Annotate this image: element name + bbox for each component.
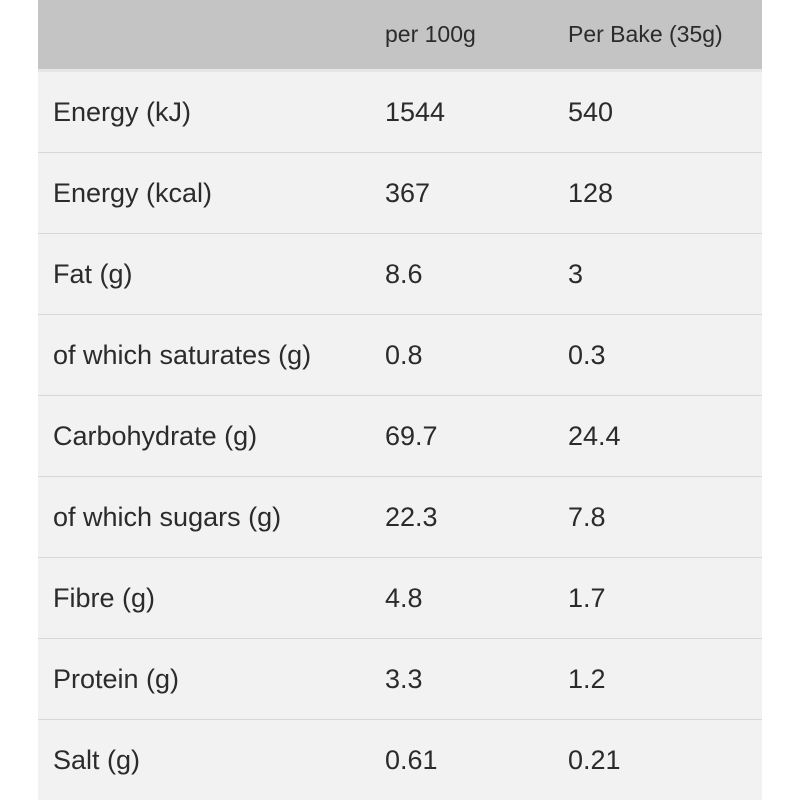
per-bake-value: 7.8 [568,501,606,532]
table-row: Salt (g) 0.61 0.21 [38,720,762,801]
table-row: Fibre (g) 4.8 1.7 [38,558,762,639]
header-per-100g: per 100g [385,21,476,47]
per-bake-value: 128 [568,177,614,208]
nutrition-table: per 100g Per Bake (35g) Energy (kJ) 1544… [38,0,762,800]
per-100g-value: 22.3 [385,501,438,532]
nutrient-label: of which saturates (g) [53,339,312,370]
nutrient-label: Fibre (g) [53,582,156,613]
per-bake-value: 0.21 [568,745,621,775]
table-row: Energy (kcal) 367 128 [38,153,762,234]
per-100g-value: 1544 [385,96,446,127]
per-100g-value: 69.7 [385,420,438,451]
nutrient-label: Carbohydrate (g) [53,420,258,451]
table-row: of which saturates (g) 0.8 0.3 [38,315,762,396]
per-100g-value: 367 [385,177,431,208]
header-per-bake: Per Bake (35g) [568,21,723,47]
table-row: Fat (g) 8.6 3 [38,234,762,315]
table-row: Protein (g) 3.3 1.2 [38,639,762,720]
nutrient-label: Energy (kJ) [53,96,192,127]
table-row: Energy (kJ) 1544 540 [38,72,762,153]
per-bake-value: 0.3 [568,339,606,370]
nutrient-label: Protein (g) [53,663,180,694]
per-bake-value: 1.2 [568,663,606,694]
per-100g-value: 8.6 [385,258,423,289]
per-100g-value: 0.61 [385,745,438,775]
per-bake-value: 3 [568,258,584,289]
table-row: Carbohydrate (g) 69.7 24.4 [38,396,762,477]
per-100g-value: 3.3 [385,663,423,694]
nutrient-label: Salt (g) [53,745,141,775]
nutrient-label: Fat (g) [53,258,133,289]
nutrient-label: of which sugars (g) [53,501,282,532]
nutrient-label: Energy (kcal) [53,177,213,208]
per-bake-value: 1.7 [568,582,606,613]
per-100g-value: 4.8 [385,582,423,613]
per-bake-value: 540 [568,96,614,127]
table-header-row: per 100g Per Bake (35g) [38,0,762,72]
per-bake-value: 24.4 [568,420,621,451]
per-100g-value: 0.8 [385,339,423,370]
table-row: of which sugars (g) 22.3 7.8 [38,477,762,558]
